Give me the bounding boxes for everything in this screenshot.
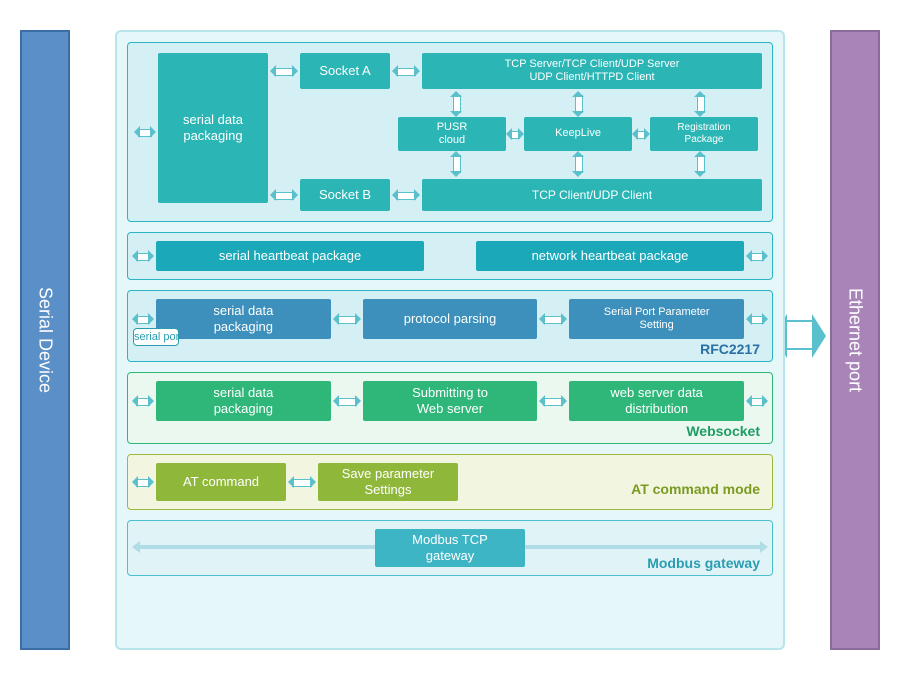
socket-group: serial data packaging Socket A TCP Serve… bbox=[127, 42, 773, 222]
serial-device-bar: Serial Device bbox=[20, 30, 70, 650]
keeplive-box: KeepLive bbox=[524, 117, 632, 151]
center-processing-block: serial data packaging Socket A TCP Serve… bbox=[115, 30, 785, 650]
modbus-group: Modbus TCP gateway Modbus gateway bbox=[127, 520, 773, 576]
websocket-group: serial data packaging Submitting to Web … bbox=[127, 372, 773, 444]
at-command-label: AT command mode bbox=[631, 481, 760, 497]
protocols-a-box: TCP Server/TCP Client/UDP Server UDP Cli… bbox=[422, 53, 762, 89]
heartbeat-group: serial heartbeat package network heartbe… bbox=[127, 232, 773, 280]
modbus-label: Modbus gateway bbox=[647, 555, 760, 571]
ethernet-port-label: Ethernet port bbox=[845, 288, 866, 392]
modbus-gateway-box: Modbus TCP gateway bbox=[375, 529, 525, 567]
ws-sdp-box: serial data packaging bbox=[156, 381, 331, 421]
rfc-sdp-box: serial data packaging bbox=[156, 299, 331, 339]
socket-b-box: Socket B bbox=[300, 179, 390, 211]
rfc2217-label: RFC2217 bbox=[700, 341, 760, 357]
ethernet-connector-arrow bbox=[787, 320, 812, 350]
save-param-box: Save parameter Settings bbox=[318, 463, 458, 501]
pusr-cloud-box: PUSR cloud bbox=[398, 117, 506, 151]
websocket-label: Websocket bbox=[686, 423, 760, 439]
registration-package-box: Registration Package bbox=[650, 117, 758, 151]
rfc2217-group: serial data packaging protocol parsing S… bbox=[127, 290, 773, 362]
serial-device-label: Serial Device bbox=[35, 287, 56, 393]
network-heartbeat-box: network heartbeat package bbox=[476, 241, 744, 271]
ethernet-port-bar: Ethernet port bbox=[830, 30, 880, 650]
serial-heartbeat-box: serial heartbeat package bbox=[156, 241, 424, 271]
serial-data-packaging-box: serial data packaging bbox=[158, 53, 268, 203]
architecture-diagram: Serial Device serial port serial data pa… bbox=[20, 30, 880, 650]
ws-dist-box: web server data distribution bbox=[569, 381, 744, 421]
at-command-group: AT command Save parameter Settings AT co… bbox=[127, 454, 773, 510]
serial-port-tag: serial port bbox=[133, 328, 179, 346]
protocol-parsing-box: protocol parsing bbox=[363, 299, 538, 339]
at-command-box: AT command bbox=[156, 463, 286, 501]
socket-a-box: Socket A bbox=[300, 53, 390, 89]
protocols-b-box: TCP Client/UDP Client bbox=[422, 179, 762, 211]
serial-port-param-box: Serial Port Parameter Setting bbox=[569, 299, 744, 339]
ws-submit-box: Submitting to Web server bbox=[363, 381, 538, 421]
